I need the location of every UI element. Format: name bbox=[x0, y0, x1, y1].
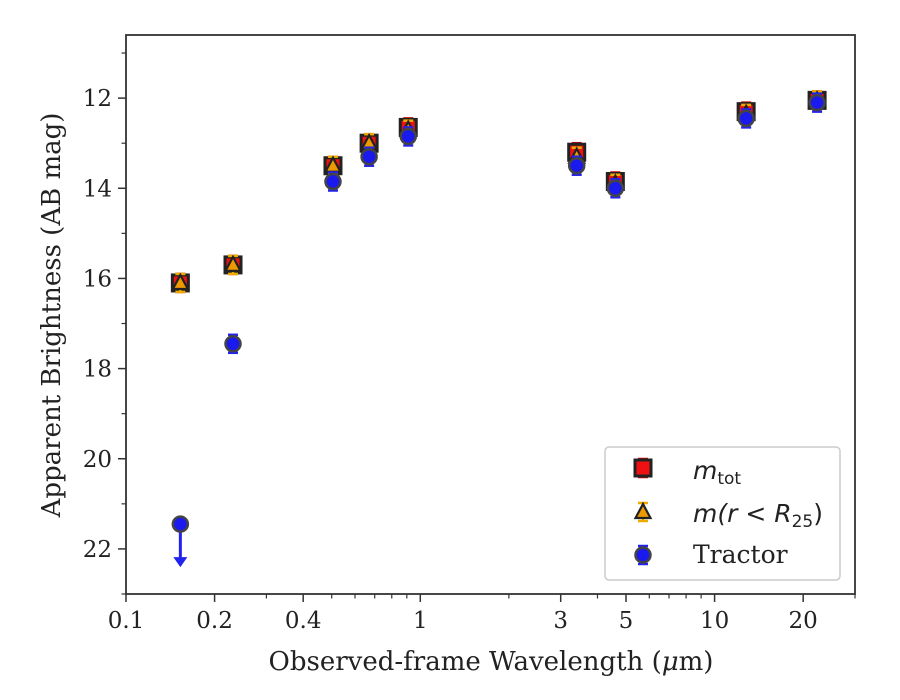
plot-frame bbox=[125, 34, 856, 595]
y-axis-label: Apparent Brightness (AB mag) bbox=[37, 113, 67, 519]
tractor-point-marker bbox=[399, 127, 417, 146]
y-tick-label: 14 bbox=[83, 176, 112, 202]
data-points bbox=[170, 90, 827, 568]
tractor-point-marker bbox=[567, 156, 586, 175]
x-tick-label: 10 bbox=[700, 608, 729, 634]
tractor-point bbox=[606, 178, 625, 199]
tractor-point-marker bbox=[360, 147, 378, 166]
tractor-point bbox=[324, 171, 342, 192]
mr25-point bbox=[223, 254, 243, 276]
legend-marker-mr25-marker bbox=[633, 501, 653, 520]
legend-label-mr25: m(r < R25) bbox=[693, 499, 823, 532]
legend: mtot m(r < R25) Tractor bbox=[604, 446, 841, 581]
tractor-point bbox=[360, 146, 378, 167]
mr25-point-marker bbox=[171, 272, 190, 291]
tractor-upper-limit-arrow bbox=[171, 515, 190, 568]
legend-box bbox=[604, 446, 841, 581]
x-tick-label: 0.1 bbox=[108, 608, 145, 634]
plot-area bbox=[125, 34, 856, 595]
x-tick-label: 20 bbox=[789, 608, 818, 634]
tractor-point-marker bbox=[808, 93, 826, 112]
tractor-point bbox=[399, 126, 417, 147]
y-tick-label: 16 bbox=[83, 266, 112, 292]
tractor-point-marker bbox=[224, 335, 242, 353]
legend-marker-mr25 bbox=[633, 501, 653, 523]
x-tick-label: 5 bbox=[619, 608, 634, 634]
x-tick-label: 3 bbox=[553, 608, 568, 634]
tractor-point bbox=[567, 155, 586, 176]
legend-marker-mtot-marker bbox=[633, 458, 653, 478]
tractor-point bbox=[737, 108, 755, 129]
tractor-point bbox=[224, 333, 242, 355]
tractor-arrow-head bbox=[173, 557, 188, 568]
tractor-point-marker bbox=[606, 179, 625, 198]
legend-label-tractor: Tractor bbox=[693, 540, 788, 569]
tractor-marker bbox=[171, 515, 190, 533]
mr25-point-marker bbox=[223, 254, 243, 273]
legend-marker-tractor-marker bbox=[634, 546, 652, 564]
x-axis-label: Observed-frame Wavelength (μm) bbox=[269, 647, 714, 677]
legend-marker-mtot bbox=[633, 457, 653, 479]
x-tick-label: 0.2 bbox=[196, 608, 233, 634]
mr25-point bbox=[171, 272, 190, 294]
legend-label-mtot: mtot bbox=[693, 456, 741, 489]
legend-marker-tractor bbox=[634, 544, 652, 566]
x-axis: 0.1 0.2 0.4 1 3 5 10 20 bbox=[108, 594, 856, 634]
tractor-point bbox=[808, 92, 826, 113]
y-axis: 12 14 16 18 20 22 bbox=[83, 52, 126, 595]
tractor-point-marker bbox=[737, 109, 755, 128]
y-tick-label: 22 bbox=[83, 537, 112, 563]
y-tick-label: 12 bbox=[83, 86, 112, 112]
tractor-point-marker bbox=[324, 172, 342, 191]
x-tick-label: 0.4 bbox=[285, 608, 322, 634]
y-tick-label: 18 bbox=[83, 357, 112, 383]
x-tick-label: 1 bbox=[413, 608, 428, 634]
y-tick-label: 20 bbox=[83, 447, 112, 473]
